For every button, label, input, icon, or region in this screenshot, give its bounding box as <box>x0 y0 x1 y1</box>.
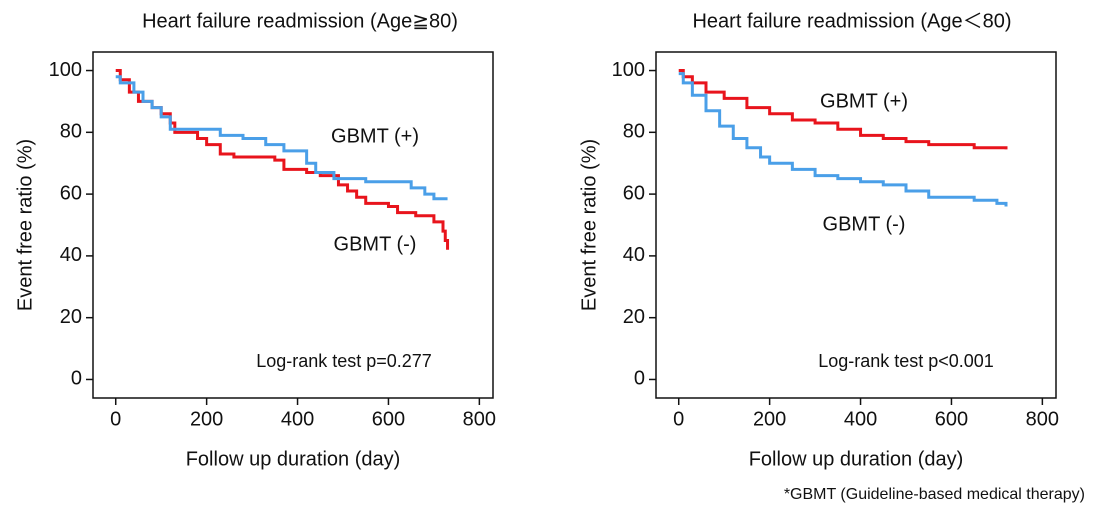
y-tick-label: 100 <box>49 59 82 81</box>
x-tick-label: 800 <box>1026 408 1059 430</box>
y-tick-label: 40 <box>60 244 82 266</box>
y-tick-label: 100 <box>612 59 645 81</box>
survival-curve <box>678 69 1008 150</box>
annotation: Log-rank test p<0.001 <box>818 351 994 371</box>
x-tick-label: 400 <box>281 408 314 430</box>
x-tick-label: 400 <box>844 408 877 430</box>
y-axis-label: Event free ratio (%) <box>14 139 36 311</box>
x-tick-label: 200 <box>753 408 786 430</box>
plot-frame <box>92 51 494 399</box>
survival-curve <box>115 69 450 250</box>
y-axis-label: Event free ratio (%) <box>578 139 600 311</box>
chart-title: Heart failure readmission (Age≧80) <box>142 10 458 32</box>
plot-frame <box>655 51 1057 399</box>
x-tick-label: 0 <box>110 408 121 430</box>
curve-label: GBMT (+) <box>331 125 419 147</box>
y-tick-label: 60 <box>60 182 82 204</box>
y-tick-label: 80 <box>623 121 645 143</box>
x-tick-label: 800 <box>463 408 496 430</box>
x-tick-label: 0 <box>673 408 684 430</box>
y-tick-label: 80 <box>60 121 82 143</box>
y-tick-label: 60 <box>623 182 645 204</box>
y-tick-label: 40 <box>623 244 645 266</box>
curve-label: GBMT (-) <box>334 233 417 255</box>
x-axis-label: Follow up duration (day) <box>186 448 401 470</box>
survival-curve <box>115 75 448 201</box>
x-tick-label: 600 <box>935 408 968 430</box>
annotation: Log-rank test p=0.277 <box>256 351 432 371</box>
chart-title: Heart failure readmission (Age＜80) <box>692 10 1011 32</box>
x-tick-label: 600 <box>372 408 405 430</box>
curve-label: GBMT (+) <box>820 90 908 112</box>
y-tick-label: 20 <box>60 306 82 328</box>
footnote: *GBMT (Guideline-based medical therapy) <box>784 486 1085 503</box>
curve-label: GBMT (-) <box>823 213 906 235</box>
y-tick-label: 0 <box>634 368 645 390</box>
y-tick-label: 0 <box>71 368 82 390</box>
y-tick-label: 20 <box>623 306 645 328</box>
x-axis-label: Follow up duration (day) <box>749 448 964 470</box>
x-tick-label: 200 <box>190 408 223 430</box>
survival-curve <box>678 72 1008 207</box>
